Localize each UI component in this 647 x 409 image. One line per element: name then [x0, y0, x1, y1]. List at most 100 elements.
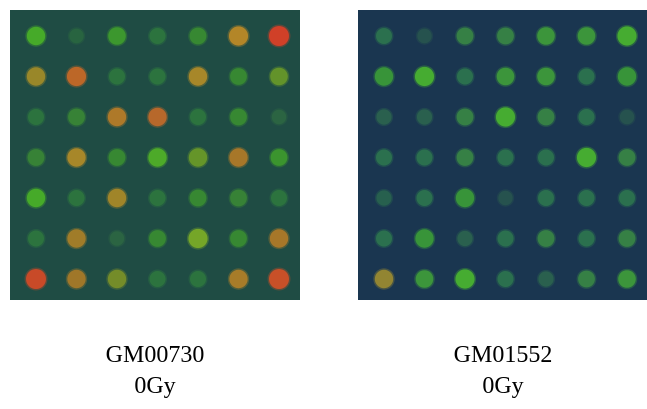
array-spot — [271, 190, 287, 206]
array-spot — [189, 189, 207, 207]
array-spot — [28, 230, 44, 247]
array-spot — [576, 147, 597, 168]
array-spot — [376, 149, 392, 166]
array-spot — [578, 230, 595, 247]
array-spot — [67, 148, 86, 167]
array-spot — [230, 189, 247, 207]
array-spot — [538, 149, 554, 166]
cell-line-label: GM00730 — [105, 342, 205, 368]
array-spot — [269, 26, 289, 46]
array-spot — [497, 27, 514, 45]
array-spot — [230, 230, 247, 247]
cell-line-label: GM01552 — [453, 342, 553, 368]
spot-grid-gm00730 — [10, 10, 300, 300]
array-spot — [537, 67, 555, 86]
array-spot — [149, 28, 166, 44]
array-spot — [107, 269, 127, 289]
array-spot — [270, 149, 288, 166]
array-spot — [618, 270, 636, 288]
array-spot — [456, 27, 474, 45]
array-spot — [416, 149, 433, 166]
array-spot — [271, 109, 287, 125]
array-spot — [230, 108, 247, 126]
array-spot — [69, 28, 84, 44]
array-spot — [68, 190, 85, 206]
array-spot — [109, 68, 125, 85]
array-spot — [149, 271, 166, 287]
array-spot — [374, 67, 394, 86]
array-spot — [456, 108, 474, 126]
array-spot — [578, 190, 595, 206]
array-spot — [577, 27, 596, 45]
array-spot — [417, 28, 432, 44]
array-spot — [578, 109, 595, 125]
array-spot — [26, 26, 46, 46]
array-spot — [269, 269, 289, 289]
array-spot — [617, 26, 637, 46]
array-spot — [28, 109, 44, 125]
array-spot — [414, 66, 435, 87]
microarray-image-gm00730 — [10, 10, 300, 300]
array-spot — [148, 107, 167, 127]
array-spot — [497, 149, 514, 166]
array-spot — [109, 231, 125, 246]
array-spot — [149, 230, 166, 247]
microarray-image-gm01552 — [358, 10, 647, 300]
array-spot — [190, 271, 206, 287]
array-spot — [618, 230, 636, 247]
array-spot — [67, 269, 86, 289]
array-spot — [188, 67, 208, 86]
dose-label: 0Gy — [482, 373, 524, 399]
array-spot — [376, 109, 392, 125]
array-spot — [538, 271, 554, 287]
array-spot — [537, 230, 555, 247]
array-spot — [456, 149, 474, 166]
array-spot — [228, 26, 249, 46]
array-spot — [189, 27, 207, 45]
array-spot — [108, 27, 126, 45]
array-spot — [455, 269, 475, 289]
dose-label: 0Gy — [134, 373, 176, 399]
array-spot — [376, 190, 392, 206]
array-spot — [190, 109, 206, 125]
array-spot — [68, 108, 85, 126]
array-spot — [619, 109, 635, 125]
array-spot — [617, 67, 637, 86]
array-spot — [26, 269, 46, 289]
array-spot — [107, 188, 127, 208]
spot-grid-gm01552 — [358, 10, 647, 300]
array-spot — [269, 229, 289, 248]
array-spot — [537, 108, 555, 126]
array-panel-gm00730: GM00730 0Gy — [10, 10, 300, 399]
array-spot — [66, 66, 87, 87]
array-spot — [67, 229, 86, 248]
array-spot — [229, 269, 248, 289]
array-spot — [376, 28, 392, 44]
array-spot — [270, 67, 288, 86]
array-spot — [537, 27, 555, 45]
array-spot — [578, 270, 595, 288]
array-spot — [149, 68, 166, 85]
array-spot — [107, 107, 127, 127]
array-spot — [149, 190, 166, 206]
array-spot — [495, 107, 516, 127]
array-spot — [230, 68, 247, 85]
array-spot — [26, 67, 46, 86]
array-spot — [27, 149, 45, 166]
array-spot — [416, 109, 433, 125]
array-spot — [578, 68, 595, 85]
array-spot — [497, 271, 514, 287]
array-spot — [148, 148, 167, 167]
array-spot — [497, 230, 514, 247]
array-spot — [619, 190, 635, 206]
array-spot — [455, 188, 475, 208]
array-spot — [188, 148, 208, 167]
array-spot — [416, 190, 433, 206]
array-spot — [538, 190, 554, 206]
array-spot — [498, 190, 513, 206]
array-spot — [188, 228, 208, 249]
array-panel-gm01552: GM01552 0Gy — [358, 10, 647, 399]
array-spot — [229, 148, 248, 167]
array-spot — [108, 149, 126, 166]
array-spot — [618, 149, 636, 166]
